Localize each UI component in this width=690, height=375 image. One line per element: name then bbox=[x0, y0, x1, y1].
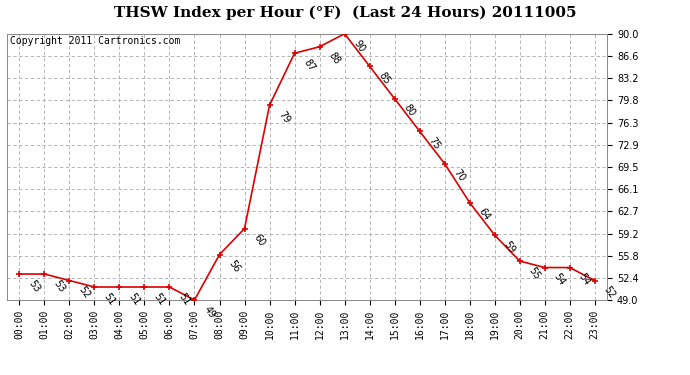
Text: 88: 88 bbox=[326, 51, 342, 67]
Text: 49: 49 bbox=[201, 304, 217, 320]
Text: 60: 60 bbox=[251, 233, 266, 249]
Text: 80: 80 bbox=[402, 103, 417, 118]
Text: 52: 52 bbox=[77, 285, 92, 301]
Text: Copyright 2011 Cartronics.com: Copyright 2011 Cartronics.com bbox=[10, 36, 180, 46]
Text: 52: 52 bbox=[602, 285, 617, 301]
Text: 85: 85 bbox=[377, 70, 392, 86]
Text: 56: 56 bbox=[226, 259, 242, 274]
Text: 51: 51 bbox=[126, 291, 141, 307]
Text: 70: 70 bbox=[451, 168, 467, 184]
Text: 53: 53 bbox=[51, 278, 67, 294]
Text: 55: 55 bbox=[526, 265, 542, 281]
Text: 54: 54 bbox=[577, 272, 592, 288]
Text: 75: 75 bbox=[426, 135, 442, 151]
Text: 53: 53 bbox=[26, 278, 41, 294]
Text: 79: 79 bbox=[277, 110, 292, 125]
Text: 87: 87 bbox=[302, 57, 317, 73]
Text: 64: 64 bbox=[477, 207, 492, 222]
Text: THSW Index per Hour (°F)  (Last 24 Hours) 20111005: THSW Index per Hour (°F) (Last 24 Hours)… bbox=[114, 6, 576, 20]
Text: 54: 54 bbox=[551, 272, 567, 288]
Text: 51: 51 bbox=[101, 291, 117, 307]
Text: 51: 51 bbox=[151, 291, 167, 307]
Text: 51: 51 bbox=[177, 291, 192, 307]
Text: 59: 59 bbox=[502, 239, 517, 255]
Text: 90: 90 bbox=[351, 38, 366, 54]
